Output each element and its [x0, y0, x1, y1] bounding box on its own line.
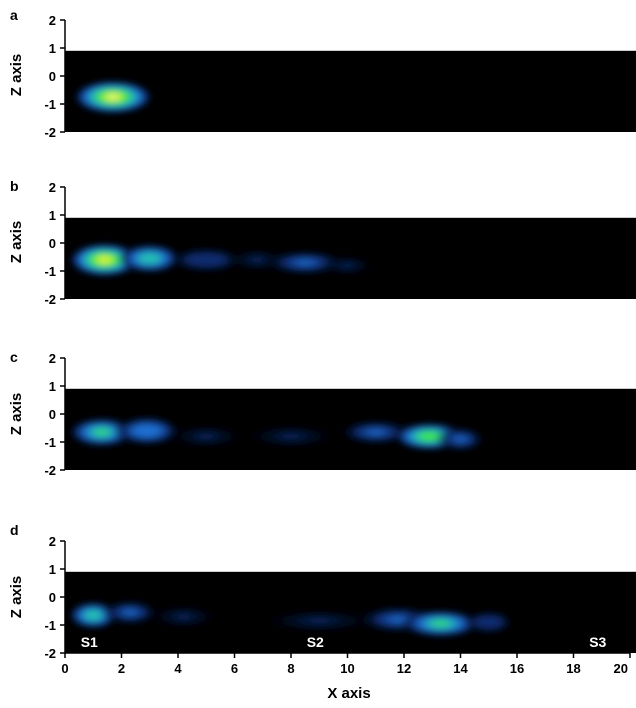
y-tick-label: 1: [49, 208, 56, 223]
y-axis-title: Z axis: [8, 221, 25, 264]
y-tick-label: -1: [44, 435, 56, 450]
x-tick-label: 18: [566, 661, 580, 676]
y-tick-label: -2: [44, 646, 56, 661]
intensity-blob: [100, 599, 160, 626]
y-axis-title: Z axis: [8, 393, 25, 436]
y-tick-label: 2: [49, 180, 56, 195]
panel-a: a Z axis 2 1 0 -1 -2: [8, 7, 636, 140]
y-tick-label: 1: [49, 562, 56, 577]
x-tick-label: 0: [61, 661, 68, 676]
y-tick-label: 0: [49, 590, 56, 605]
intensity-blob: [463, 610, 515, 634]
intensity-blob: [317, 254, 378, 276]
intensity-blob: [72, 80, 154, 114]
panel-d: d Z axis 2 1 0 -1 -2 S1 S2 S3: [8, 522, 636, 661]
x-tick-label: 4: [174, 661, 182, 676]
intensity-blob: [400, 609, 481, 638]
y-axis-title: Z axis: [8, 576, 25, 619]
y-tick-label: -2: [44, 292, 56, 307]
panel-label: a: [10, 7, 18, 23]
x-tick-label: 12: [397, 661, 411, 676]
heatmap-background: [65, 50, 636, 132]
site-label: S2: [307, 634, 324, 650]
x-axis-title: X axis: [327, 685, 370, 702]
y-tick-label: 0: [49, 407, 56, 422]
panel-label: b: [10, 178, 19, 194]
x-axis: 0 2 4 6 8 10 12 14 16 18 20: [61, 652, 631, 676]
panel-label: d: [10, 522, 19, 538]
panel-b: b Z axis 2 1 0 -1 -2: [8, 178, 636, 307]
x-tick-label: 14: [453, 661, 468, 676]
y-tick-label: 0: [49, 69, 56, 84]
y-tick-label: 1: [49, 379, 56, 394]
intensity-blob: [145, 604, 222, 630]
y-tick-label: 1: [49, 41, 56, 56]
y-tick-label: 2: [49, 351, 56, 366]
x-tick-label: 8: [287, 661, 294, 676]
y-tick-label: -1: [44, 264, 56, 279]
y-tick-label: 2: [49, 534, 56, 549]
x-tick-label: 6: [231, 661, 238, 676]
intensity-blob: [163, 423, 249, 449]
y-tick-label: -2: [44, 463, 56, 478]
x-tick-label: 16: [510, 661, 524, 676]
intensity-blob: [255, 608, 383, 634]
intensity-blob: [168, 247, 245, 273]
x-tick-label: 20: [614, 661, 628, 676]
panel-label: c: [10, 349, 18, 365]
y-tick-label: -2: [44, 125, 56, 140]
panel-c: c Z axis 2 1 0 -1 -2: [8, 349, 636, 478]
y-axis-title: Z axis: [8, 54, 25, 97]
x-tick-label: 2: [118, 661, 125, 676]
intensity-blob: [240, 423, 342, 449]
y-tick-label: 2: [49, 13, 56, 28]
site-label: S1: [81, 634, 98, 650]
intensity-blob: [117, 243, 182, 274]
intensity-blob: [435, 426, 486, 452]
y-tick-label: 0: [49, 236, 56, 251]
y-tick-label: -1: [44, 618, 56, 633]
site-label: S3: [589, 634, 606, 650]
intensity-blob: [113, 416, 181, 446]
x-tick-label: 10: [340, 661, 354, 676]
y-tick-label: -1: [44, 97, 56, 112]
